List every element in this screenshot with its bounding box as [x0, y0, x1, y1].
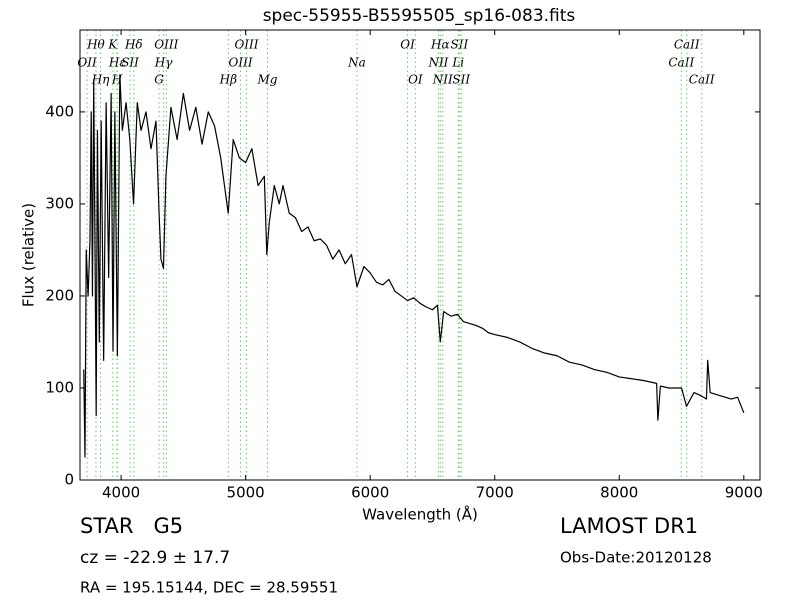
y-tick-label: 300	[45, 194, 74, 212]
spectral-line-label: SII	[451, 38, 469, 52]
spectral-line-label: Hγ	[154, 56, 173, 70]
x-tick-label: 8000	[600, 484, 638, 502]
spectral-line-label: Hβ	[219, 73, 237, 87]
spectral-line-label: Na	[347, 56, 366, 70]
y-axis-label: Flux (relative)	[20, 203, 38, 307]
spectral-line-label: Li	[451, 56, 464, 70]
spectral-line-label: OIII	[229, 56, 253, 70]
spectral-line-label: OII	[77, 56, 97, 70]
spectral-line-label: Mg	[256, 73, 277, 87]
x-axis-label: Wavelength (Å)	[362, 505, 478, 524]
obs-date: Obs-Date:20120128	[560, 549, 712, 567]
data-release: LAMOST DR1	[560, 514, 698, 538]
spectral-line-label: NII	[427, 56, 448, 70]
x-tick-label: 5000	[227, 484, 265, 502]
y-tick-label: 100	[45, 378, 74, 396]
redshift: cz = -22.9 ± 17.7	[80, 548, 230, 568]
chart-title: spec-55955-B5595505_sp16-083.fits	[263, 6, 576, 26]
spectral-line-label: SII	[121, 56, 139, 70]
y-tick-label: 200	[45, 286, 74, 304]
spectral-line-label: OIII	[234, 38, 258, 52]
spectral-line-label: SII	[452, 73, 470, 87]
y-tick-label: 400	[45, 102, 74, 120]
spectral-line-label: G	[154, 73, 164, 87]
spectral-line-label: OI	[408, 73, 423, 87]
spectral-line-label: OIII	[154, 38, 178, 52]
spectral-line-label: Hθ	[86, 38, 105, 52]
x-tick-label: 6000	[351, 484, 389, 502]
plot-frame	[79, 29, 761, 481]
spectral-line-label: Hα	[430, 38, 450, 52]
x-tick-label: 9000	[725, 484, 763, 502]
spectral-line-label: Hη	[91, 73, 110, 87]
x-tick-label: 7000	[476, 484, 514, 502]
x-tick-label: 4000	[102, 484, 140, 502]
spectral-line-label: NII	[432, 73, 453, 87]
coordinates: RA = 195.15144, DEC = 28.59551	[80, 579, 338, 597]
spectral-line-label: CaII	[668, 56, 694, 70]
spectral-line-label: CaII	[674, 38, 700, 52]
spectral-line-label: CaII	[689, 73, 715, 87]
object-class: STAR G5	[80, 514, 183, 538]
spectral-line-label: OI	[400, 38, 415, 52]
spectral-line-label: Hδ	[124, 38, 143, 52]
spectrum-line	[83, 74, 745, 458]
y-tick-label: 0	[64, 471, 74, 489]
spectral-line-label: Hε	[108, 56, 126, 70]
spectral-line-label: K	[107, 38, 118, 52]
